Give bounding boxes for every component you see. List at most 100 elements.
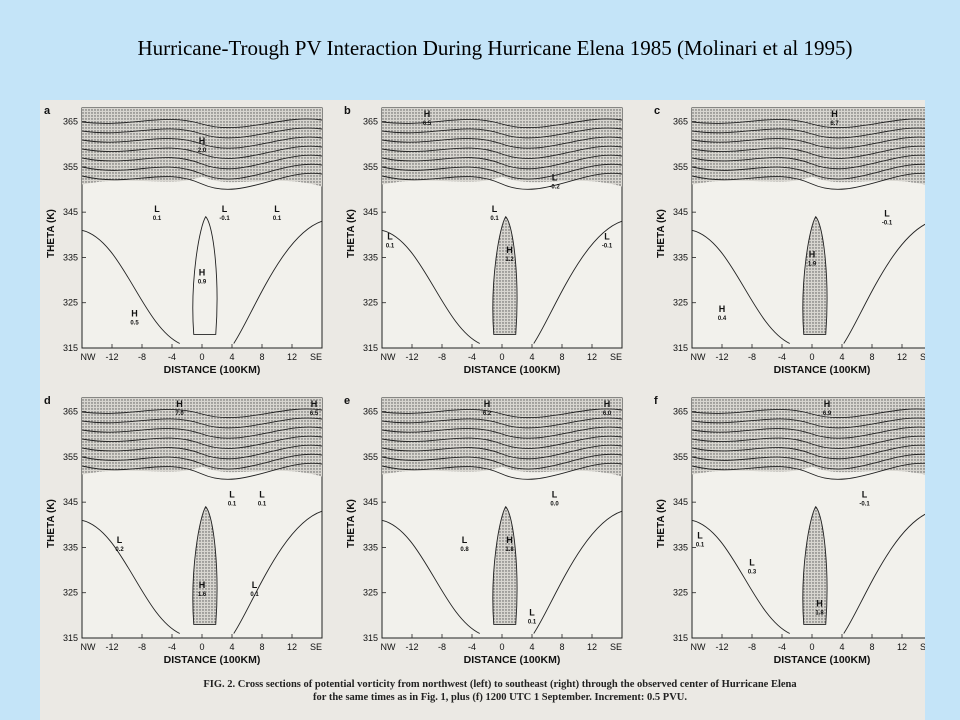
- core-contour: [492, 215, 518, 335]
- contour-line: [691, 453, 925, 470]
- svg-text:0.9: 0.9: [198, 280, 207, 286]
- pv-extremum-label: L 0.0: [550, 490, 559, 508]
- y-tick-label: 365: [363, 117, 378, 127]
- pv-extremum-label: L 0.1: [153, 204, 162, 222]
- svg-text:L: L: [552, 172, 558, 182]
- x-tick-label: SE: [920, 352, 925, 362]
- svg-text:H: H: [604, 399, 611, 409]
- y-tick-label: 325: [63, 298, 78, 308]
- pv-extremum-label: L 0.1: [273, 204, 282, 222]
- x-tick-label: -4: [468, 642, 476, 652]
- panel-c: c THETA (K) 365 355 345 335 325 315 NW -12 -8 -4 0 4 8…: [650, 100, 925, 380]
- y-tick-label: 365: [673, 407, 688, 417]
- contour-line: [381, 453, 623, 470]
- svg-text:1.8: 1.8: [505, 547, 514, 553]
- pv-extremum-label: L -0.1: [602, 231, 613, 249]
- x-tick-label: 8: [869, 642, 874, 652]
- svg-text:L: L: [862, 490, 868, 500]
- pv-extremum-label: H 1.2: [505, 245, 514, 263]
- pv-extremum-label: L 0.1: [258, 490, 267, 508]
- svg-text:H: H: [809, 249, 816, 259]
- y-axis-label: THETA (K): [46, 499, 57, 548]
- panel-letter: c: [654, 105, 660, 117]
- svg-text:1.6: 1.6: [198, 592, 207, 598]
- svg-text:7.0: 7.0: [175, 411, 184, 417]
- pv-extremum-label: L 0.1: [696, 530, 705, 548]
- contour-line: [381, 519, 480, 634]
- contour-line: [381, 145, 623, 159]
- svg-text:L: L: [387, 231, 393, 241]
- svg-text:H: H: [311, 399, 318, 409]
- contour-line: [81, 145, 323, 159]
- svg-text:L: L: [697, 530, 703, 540]
- y-tick-label: 325: [363, 298, 378, 308]
- x-axis-label: DISTANCE (100KM): [774, 364, 871, 376]
- x-tick-label: NW: [691, 352, 706, 362]
- x-tick-label: 0: [499, 352, 504, 362]
- contour-line: [81, 444, 323, 460]
- y-axis-label: THETA (K): [346, 499, 357, 548]
- core-contour: [192, 215, 218, 335]
- pv-extremum-label: H 6.7: [830, 109, 839, 127]
- x-tick-label: -8: [138, 642, 146, 652]
- x-tick-label: 4: [229, 642, 234, 652]
- svg-text:6.5: 6.5: [423, 121, 432, 127]
- x-tick-label: 4: [529, 352, 534, 362]
- svg-text:H: H: [199, 136, 206, 146]
- x-axis-label: DISTANCE (100KM): [164, 364, 261, 376]
- x-axis-label: DISTANCE (100KM): [164, 654, 261, 666]
- stippled-region: [692, 398, 925, 475]
- x-tick-label: 12: [287, 352, 297, 362]
- pv-extremum-label: H 1.8: [505, 535, 514, 553]
- panel-b: b THETA (K) 365 355 345 335 325 315 NW -12 -8 -4 0 4 8…: [340, 100, 640, 380]
- svg-text:-0.2: -0.2: [549, 184, 560, 190]
- svg-text:H: H: [484, 399, 491, 409]
- svg-text:-0.1: -0.1: [859, 502, 870, 508]
- x-tick-label: 12: [587, 352, 597, 362]
- contour-line: [381, 426, 623, 439]
- x-tick-label: 8: [869, 352, 874, 362]
- x-tick-label: NW: [381, 642, 396, 652]
- contour-line: [691, 408, 925, 419]
- svg-text:H: H: [506, 535, 513, 545]
- svg-text:6.0: 6.0: [603, 411, 612, 417]
- y-tick-label: 335: [363, 542, 378, 552]
- x-tick-label: -4: [168, 642, 176, 652]
- pv-extremum-label: H 6.5: [310, 399, 319, 417]
- svg-text:L: L: [222, 204, 228, 214]
- svg-text:L: L: [492, 204, 498, 214]
- contour-line: [81, 127, 323, 139]
- svg-text:0.3: 0.3: [748, 570, 757, 576]
- x-tick-label: 4: [229, 352, 234, 362]
- x-tick-label: 12: [897, 642, 907, 652]
- caption-line-2: for the same times as in Fig. 1, plus (f…: [313, 692, 687, 703]
- x-tick-label: NW: [691, 642, 706, 652]
- y-axis-label: THETA (K): [656, 209, 667, 258]
- svg-text:6.2: 6.2: [483, 411, 492, 417]
- pv-extremum-label: H 6.2: [483, 399, 492, 417]
- contour-line: [533, 510, 623, 634]
- pv-extremum-label: H 0.4: [718, 304, 727, 322]
- svg-text:0.5: 0.5: [130, 320, 139, 326]
- x-tick-label: -12: [105, 642, 118, 652]
- panel-letter: d: [44, 395, 51, 407]
- y-tick-label: 335: [673, 252, 688, 262]
- contour-line: [381, 127, 623, 139]
- pv-extremum-label: H 1.9: [808, 249, 817, 267]
- stippled-region: [382, 108, 622, 187]
- pv-extremum-label: L 0.2: [115, 535, 124, 553]
- x-tick-label: -8: [438, 352, 446, 362]
- y-tick-label: 315: [63, 633, 78, 643]
- x-tick-label: SE: [610, 642, 622, 652]
- y-tick-label: 335: [63, 542, 78, 552]
- x-tick-label: 0: [199, 352, 204, 362]
- x-tick-label: 4: [529, 642, 534, 652]
- y-tick-label: 325: [673, 588, 688, 598]
- svg-text:H: H: [824, 399, 831, 409]
- svg-text:L: L: [604, 231, 610, 241]
- svg-text:0.1: 0.1: [258, 502, 267, 508]
- y-tick-label: 325: [673, 298, 688, 308]
